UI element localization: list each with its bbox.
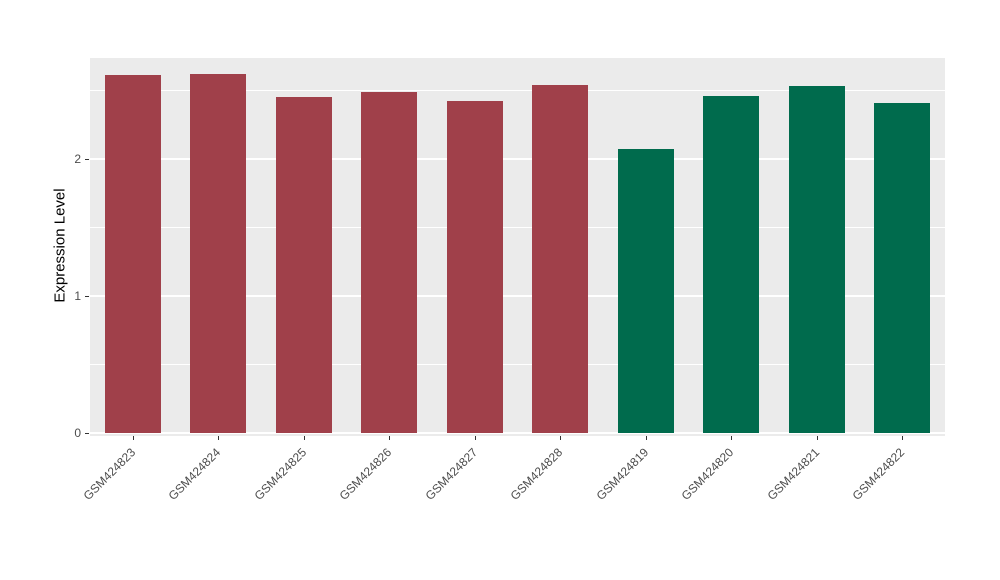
x-tick-mark [731,436,733,440]
bar-GSM424824 [190,74,246,433]
y-tick-label: 1 [74,289,81,303]
x-tick-label: GSM424820 [678,445,737,503]
x-tick-label: GSM424821 [764,445,822,503]
bar-GSM424825 [276,97,332,433]
y-tick-label: 2 [74,152,81,166]
x-tick-mark [560,436,562,440]
gridline-minor [90,227,945,228]
x-tick-label: GSM424826 [336,445,395,503]
x-tick-label: GSM424819 [593,445,651,503]
x-tick-label: GSM424824 [165,445,224,503]
bar-GSM424827 [447,101,503,433]
y-tick-mark [85,296,89,297]
gridline-minor [90,364,945,365]
gridline-major [90,432,945,434]
gridline-minor [90,90,945,91]
y-tick-label: 0 [74,426,81,440]
x-tick-mark [389,436,391,440]
bar-GSM424823 [105,75,161,433]
bar-GSM424828 [532,85,588,433]
x-tick-mark [132,436,134,440]
gridline-major [90,295,945,297]
x-tick-mark [645,436,647,440]
plot-panel [90,58,945,436]
bar-GSM424821 [789,86,845,433]
x-tick-mark [816,436,818,440]
x-tick-label: GSM424828 [507,445,566,503]
bar-GSM424826 [361,91,417,433]
x-tick-label: GSM424822 [849,445,908,503]
y-axis-title: Expression Level [51,188,69,303]
x-tick-mark [474,436,476,440]
y-tick-mark [85,159,89,160]
y-tick-mark [85,433,89,434]
x-tick-mark [902,436,904,440]
x-tick-label: GSM424823 [80,445,138,503]
bar-GSM424819 [618,149,674,433]
x-tick-label: GSM424825 [251,445,309,503]
bar-GSM424820 [703,95,759,433]
gridline-major [90,158,945,160]
bar-GSM424822 [874,102,930,433]
x-tick-label: GSM424827 [422,445,480,503]
x-tick-mark [218,436,220,440]
x-tick-mark [303,436,305,440]
